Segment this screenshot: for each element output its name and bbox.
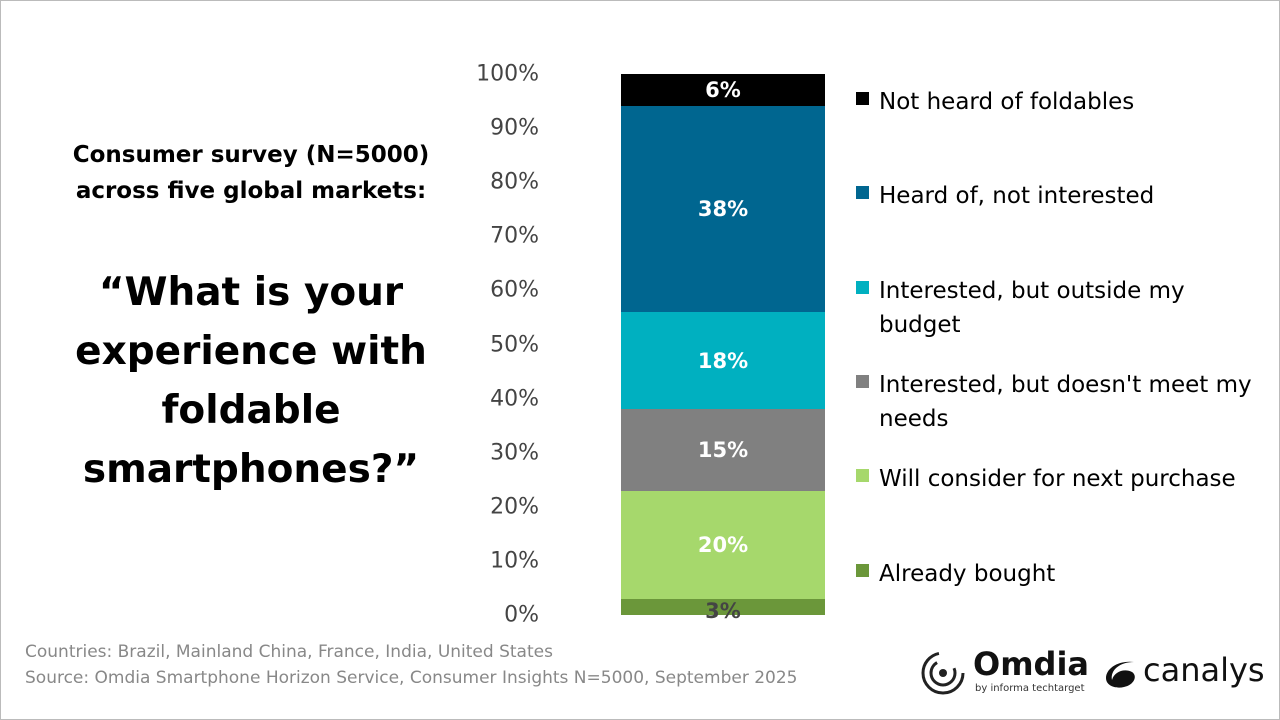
- y-tick-label: 40%: [490, 386, 539, 412]
- legend-item: Heard of, not interested: [856, 179, 1259, 213]
- legend-label: Will consider for next purchase: [879, 466, 1236, 492]
- legend-swatch: [856, 375, 869, 388]
- canalys-logo-icon: [1104, 656, 1138, 694]
- legend-label: Interested, but outside my budget: [879, 278, 1185, 338]
- legend-swatch: [856, 186, 869, 199]
- legend-item: Interested, but doesn't meet my needs: [856, 368, 1259, 436]
- y-tick-label: 60%: [490, 277, 539, 303]
- y-tick-label: 90%: [490, 115, 539, 141]
- y-tick-label: 80%: [490, 169, 539, 195]
- bar-segment: [621, 312, 825, 410]
- data-label: 3%: [705, 599, 741, 623]
- legend-item: Already bought: [856, 557, 1259, 591]
- bar-segment: [621, 106, 825, 313]
- survey-question: “What is your experience with foldable s…: [75, 270, 427, 492]
- omdia-logo: [919, 649, 967, 701]
- omdia-wordmark: Omdia: [973, 645, 1090, 683]
- footer-countries: Countries: Brazil, Mainland China, Franc…: [25, 642, 553, 662]
- data-label: 20%: [697, 532, 749, 557]
- y-tick-label: 70%: [490, 223, 539, 249]
- canalys-wordmark: canalys: [1143, 651, 1265, 689]
- legend-label: Heard of, not interested: [879, 183, 1155, 209]
- y-tick-label: 30%: [490, 440, 539, 466]
- data-label: 18%: [697, 348, 749, 373]
- legend-swatch: [856, 469, 869, 482]
- omdia-emblem-icon: [921, 651, 965, 695]
- legend-swatch: [856, 281, 869, 294]
- footer-source: Source: Omdia Smartphone Horizon Service…: [25, 668, 798, 688]
- bar-segment: [621, 598, 825, 615]
- y-tick-label: 0%: [504, 602, 539, 628]
- y-tick-label: 50%: [490, 332, 539, 357]
- bar-segment: [621, 409, 825, 491]
- data-label: 15%: [697, 437, 749, 462]
- y-tick-label: 10%: [490, 548, 539, 574]
- chart-subtitle: Consumer survey (N=5000) across five glo…: [72, 142, 430, 204]
- data-label: 6%: [705, 78, 741, 103]
- bar-segment: [621, 74, 825, 107]
- bar-segment: [621, 490, 825, 599]
- legend-item: Not heard of foldables: [856, 85, 1259, 119]
- omdia-tagline: by informa techtarget: [975, 683, 1085, 694]
- legend-item: Interested, but outside my budget: [856, 274, 1259, 342]
- legend-swatch: [856, 92, 869, 105]
- y-tick-label: 20%: [490, 494, 539, 520]
- legend-label: Already bought: [879, 561, 1056, 587]
- legend-swatch: [856, 564, 869, 577]
- legend-label: Interested, but doesn't meet my needs: [879, 372, 1252, 432]
- data-label: 38%: [697, 197, 749, 222]
- y-tick-label: 100%: [476, 61, 539, 87]
- legend-item: Will consider for next purchase: [856, 462, 1259, 496]
- legend-label: Not heard of foldables: [879, 89, 1135, 115]
